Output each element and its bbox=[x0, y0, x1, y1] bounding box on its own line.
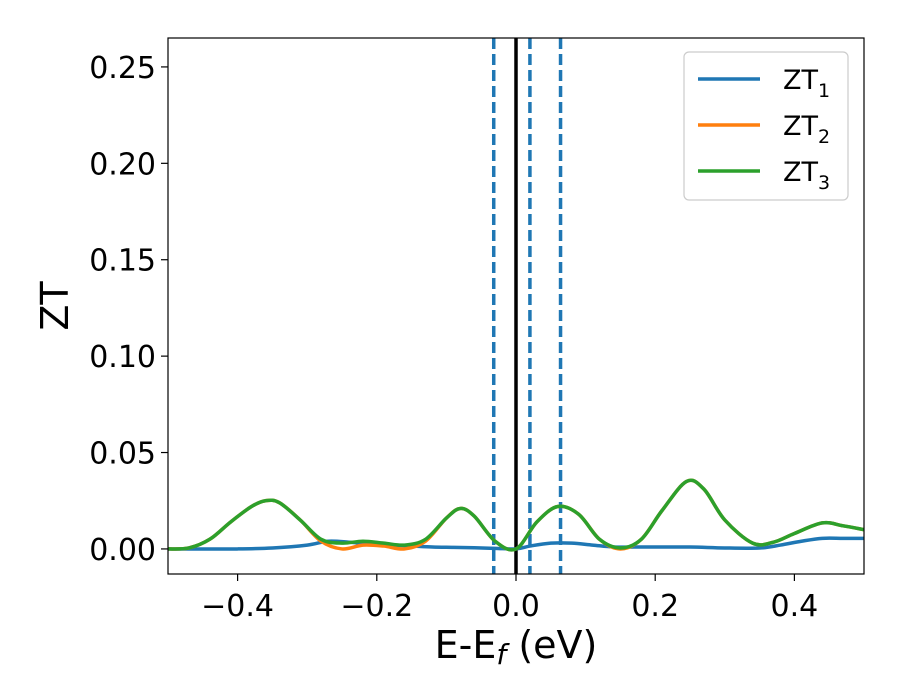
x-axis: −0.4 −0.2 0.0 0.2 0.4 bbox=[201, 574, 818, 624]
y-tick-label: 0.20 bbox=[89, 147, 156, 182]
x-axis-label-unit: (eV) bbox=[506, 623, 597, 667]
series-line-zt3 bbox=[168, 478, 864, 552]
legend-label-zt1: ZT1 bbox=[783, 65, 830, 102]
y-tick-label: 0.25 bbox=[89, 51, 156, 86]
x-axis-label-main: E-E bbox=[435, 623, 497, 667]
y-tick-label: 0.05 bbox=[89, 437, 156, 472]
x-tick-label: 0.0 bbox=[492, 589, 540, 624]
series-layer bbox=[168, 478, 864, 552]
y-tick-label: 0.15 bbox=[89, 244, 156, 279]
y-tick-label: 0.10 bbox=[89, 340, 156, 375]
x-tick-label: −0.2 bbox=[340, 589, 413, 624]
x-tick-label: 0.2 bbox=[631, 589, 679, 624]
x-tick-label: 0.4 bbox=[771, 589, 819, 624]
legend-label-zt2: ZT2 bbox=[783, 111, 830, 148]
reference-lines bbox=[491, 38, 563, 574]
x-axis-label: E-Ef (eV) bbox=[435, 623, 598, 671]
legend-frame bbox=[683, 51, 849, 201]
legend-label-zt3: ZT3 bbox=[783, 157, 830, 194]
legend: ZT1 ZT2 ZT3 bbox=[683, 51, 849, 201]
y-tick-label: 0.00 bbox=[89, 533, 156, 568]
y-axis: 0.00 0.05 0.10 0.15 0.20 0.25 bbox=[89, 51, 168, 568]
y-axis-label: ZT bbox=[33, 281, 77, 331]
x-tick-label: −0.4 bbox=[201, 589, 274, 624]
